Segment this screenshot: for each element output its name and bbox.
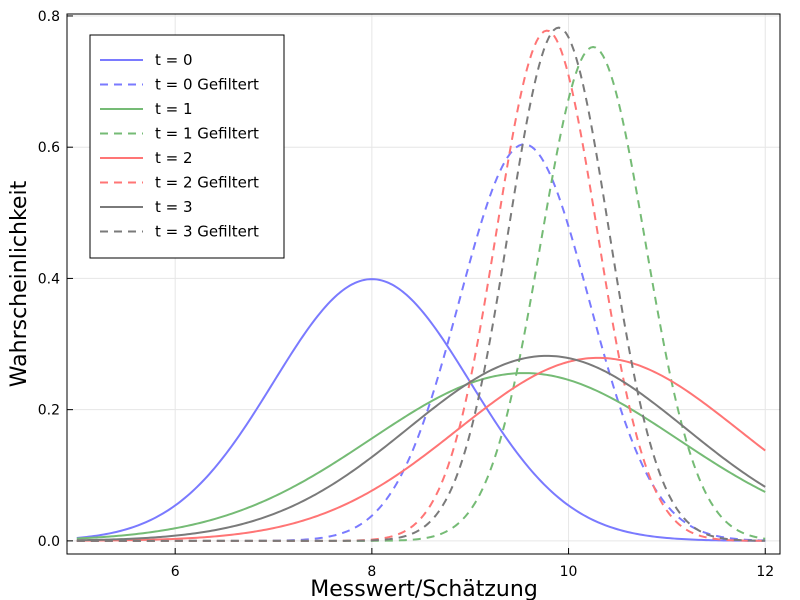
y-axis-title: Wahrscheinlichkeit: [7, 180, 32, 387]
series-line-7: [76, 354, 766, 542]
legend-label: t = 2: [155, 149, 193, 167]
x-axis-title: Messwert/Schätzung: [310, 577, 538, 600]
y-tick-label: 0.4: [38, 271, 60, 287]
y-tick-label: 0.0: [38, 534, 60, 550]
x-tick-label: 6: [171, 564, 180, 580]
series-layer: [76, 26, 766, 542]
y-tick-label: 0.6: [38, 140, 60, 156]
y-tick-label: 0.2: [38, 403, 60, 419]
legend-label: t = 1 Gefiltert: [155, 125, 259, 143]
legend-label: t = 0: [155, 51, 193, 69]
series-line-5: [76, 356, 766, 542]
legend-label: t = 3 Gefiltert: [155, 223, 259, 241]
ticks-layer: 6 8 10 12 0.0 0.2 0.4 0.6 0.8: [38, 9, 774, 580]
y-tick-label: 0.8: [38, 9, 60, 25]
x-tick-label: 10: [560, 564, 578, 580]
legend-label: t = 3: [155, 198, 193, 216]
legend-label: t = 1: [155, 100, 193, 118]
legend: t = 0 t = 0 Gefiltert t = 1 t = 1 Gefiltert…: [89, 34, 285, 259]
legend-label: t = 0 Gefiltert: [155, 76, 259, 94]
series-line-3: [76, 372, 766, 540]
x-tick-label: 12: [756, 564, 774, 580]
series-line-1: [76, 278, 766, 542]
series-line-8: [76, 26, 766, 542]
legend-box: [89, 34, 285, 259]
grid-layer: [67, 14, 780, 554]
x-tick-label: 8: [367, 564, 376, 580]
legend-label: t = 2 Gefiltert: [155, 174, 259, 192]
plot-area-frame: [66, 13, 781, 555]
